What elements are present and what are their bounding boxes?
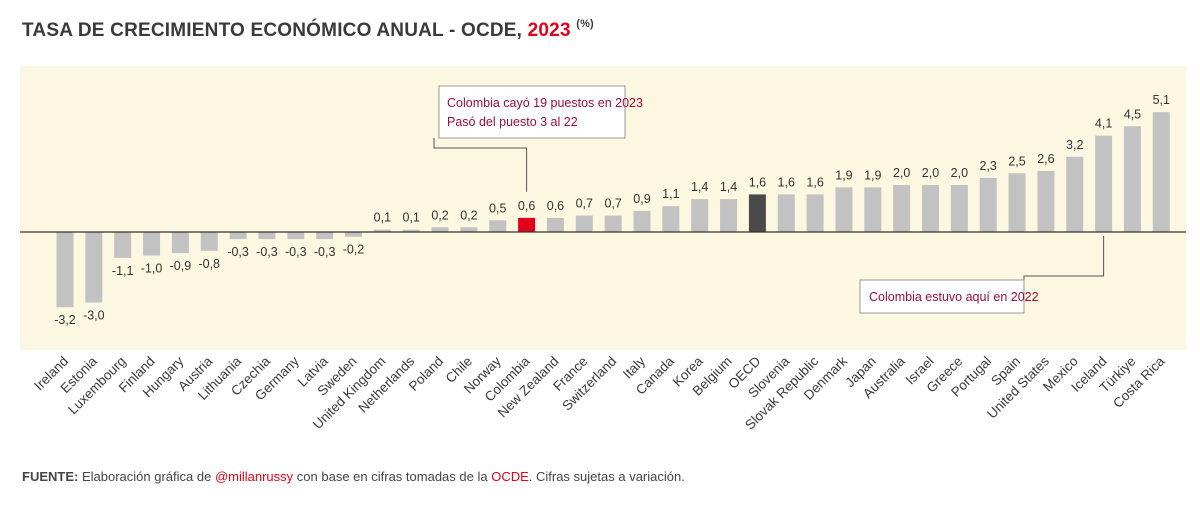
value-label: -0,3 [314, 245, 336, 259]
bar-germany [287, 232, 305, 240]
bar-italy [633, 210, 651, 232]
annotation-text-colombia: Colombia cayó 19 puestos en 2023 [447, 96, 643, 110]
value-label: 4,5 [1124, 107, 1141, 121]
bar-chile [460, 227, 478, 232]
bar-ireland [56, 232, 74, 308]
title-unit: (%) [576, 18, 594, 30]
value-label: 0,2 [460, 208, 477, 222]
value-label: -0,8 [198, 257, 220, 271]
value-label: -3,2 [54, 313, 76, 327]
value-label: 2,6 [1037, 152, 1054, 166]
value-label: 1,9 [835, 168, 852, 182]
bar-luxembourg [114, 232, 132, 258]
source-author[interactable]: @millanrussy [214, 469, 294, 484]
bar-japan [864, 187, 882, 232]
value-label: 2,3 [980, 159, 997, 173]
bar-sweden [345, 232, 362, 237]
chart-title: TASA DE CRECIMIENTO ECONÓMICO ANUAL - OC… [22, 18, 594, 42]
bar-estonia [85, 232, 103, 303]
bar-iceland [1095, 135, 1113, 232]
source-label: FUENTE: [22, 469, 79, 484]
value-label: -0,3 [285, 245, 307, 259]
bar-mexico [1066, 156, 1084, 232]
annotation-box-colombia [438, 85, 626, 139]
value-label: -1,1 [112, 264, 134, 278]
value-label: 0,6 [547, 199, 564, 213]
value-label: 1,6 [806, 175, 823, 189]
value-label: 2,0 [951, 166, 968, 180]
value-label: -0,3 [227, 245, 249, 259]
source-text-1: Elaboración gráfica de [81, 469, 212, 484]
bar-czechia [258, 232, 276, 240]
value-label: 0,7 [576, 197, 593, 211]
value-label: 0,2 [431, 208, 448, 222]
bar-canada [662, 206, 680, 232]
bar-costa-rica [1152, 112, 1170, 232]
value-label: 1,9 [864, 168, 881, 182]
value-label: -0,9 [170, 259, 192, 273]
bar-slovenia [777, 194, 795, 232]
title-main: TASA DE CRECIMIENTO ECONÓMICO ANUAL - OC… [22, 20, 523, 41]
bar-oecd [748, 194, 766, 232]
bar-finland [143, 232, 161, 256]
value-label: 0,9 [633, 192, 650, 206]
source-text-2: con base en cifras tomadas de la [296, 469, 488, 484]
annotation-box-iceland [859, 279, 1025, 314]
bar-united-kingdom [373, 229, 391, 232]
bar-lithuania [229, 232, 247, 240]
bar-austria [200, 232, 218, 251]
value-label: 5,1 [1153, 93, 1170, 107]
annotation-text-iceland: Colombia estuvo aquí en 2022 [869, 290, 1039, 304]
bar-denmark [835, 187, 853, 232]
value-label: 1,4 [691, 180, 708, 194]
bar-switzerland [604, 215, 622, 232]
value-label: 1,4 [720, 180, 737, 194]
value-label: 0,1 [403, 211, 420, 225]
value-label: 2,5 [1008, 154, 1025, 168]
bar-norway [489, 220, 507, 232]
bar-new-zealand [546, 217, 564, 232]
bar-slovak-republic [806, 194, 824, 232]
bar-united-states [1037, 170, 1055, 232]
value-label: 4,1 [1095, 117, 1112, 131]
bar-greece [950, 185, 968, 232]
value-label: 2,0 [922, 166, 939, 180]
value-label: -3,0 [83, 309, 105, 323]
bar-france [575, 215, 593, 232]
value-label: 1,6 [778, 175, 795, 189]
bar-korea [691, 199, 709, 232]
source-org[interactable]: OCDE [491, 469, 529, 484]
bar-belgium [720, 199, 738, 232]
value-label: 3,2 [1066, 138, 1083, 152]
bar-chart: -3,2 -3,0 -1,1 -1,0 -0,9 -0,8 -0,3 -0,3 -0,3 -0,3… [20, 66, 1186, 433]
value-label: 0,1 [374, 211, 391, 225]
bar-latvia [316, 232, 334, 240]
annotation-leader-colombia [433, 138, 528, 192]
value-label: -1,0 [141, 262, 163, 276]
bar-israel [922, 185, 939, 232]
bar-australia [893, 185, 911, 232]
bar-poland [431, 227, 449, 232]
bar-portugal [979, 177, 997, 232]
annotation-text-colombia: Pasó del puesto 3 al 22 [447, 115, 578, 129]
value-label: 1,1 [662, 187, 679, 201]
bar-netherlands [402, 229, 420, 232]
value-label: -0,3 [256, 245, 278, 259]
title-year: 2023 [527, 20, 571, 41]
source-text-3: . Cifras sujetas a variación. [528, 469, 685, 484]
value-label: 0,5 [489, 201, 506, 215]
value-label: 0,7 [604, 197, 621, 211]
value-label: 0,6 [518, 199, 535, 213]
bar-t-rkiye [1123, 126, 1141, 232]
value-label: 2,0 [893, 166, 910, 180]
source-note: FUENTE: Elaboración gráfica de @millanru… [22, 469, 685, 484]
bar-spain [1008, 173, 1026, 232]
bar-hungary [171, 232, 189, 254]
value-label: 1,6 [749, 175, 766, 189]
bar-colombia [518, 217, 536, 232]
value-label: -0,2 [343, 243, 365, 257]
